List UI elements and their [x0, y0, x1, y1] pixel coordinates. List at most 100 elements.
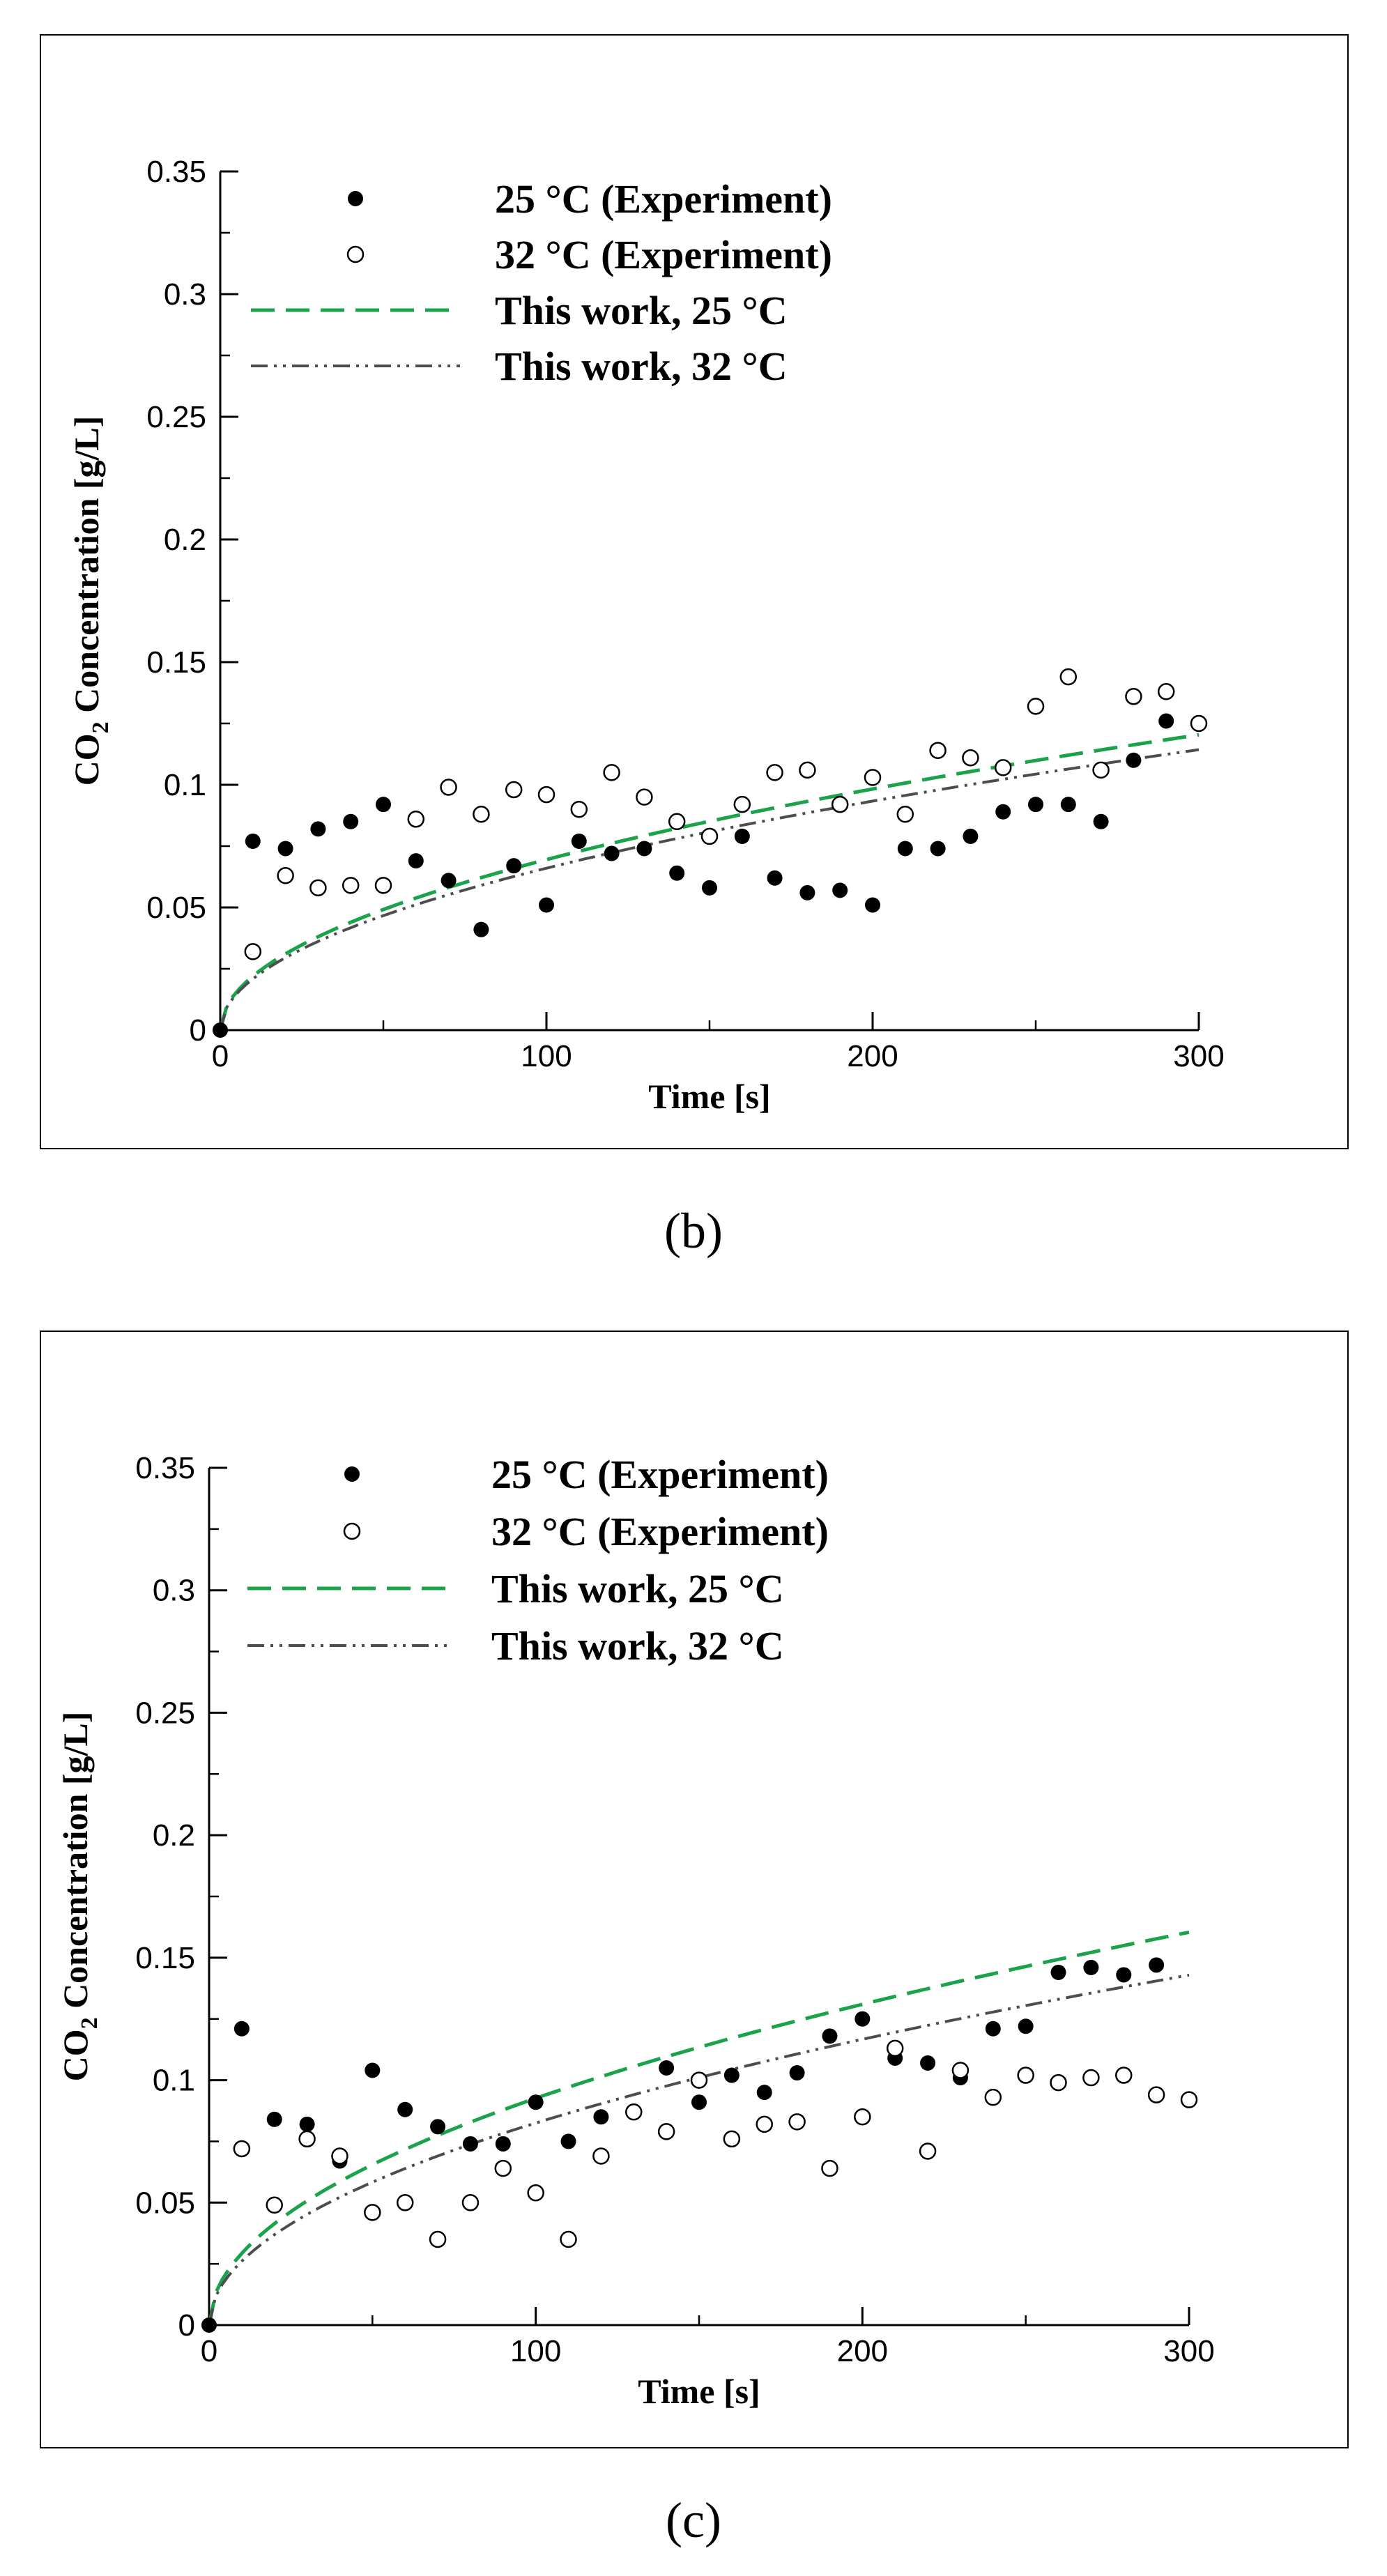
data-point-25c: [560, 2133, 576, 2149]
data-point-25c: [995, 804, 1011, 820]
data-point-32c: [309, 879, 327, 897]
data-point-25c: [985, 2021, 1001, 2037]
y-tick-label: 0.3: [164, 277, 206, 312]
data-point-32c: [636, 788, 653, 806]
data-point-25c: [539, 897, 554, 913]
data-point-32c: [1092, 761, 1110, 779]
legend-label: This work, 25 °C: [495, 288, 788, 333]
data-point-25c: [277, 841, 293, 857]
legend-label: 25 °C (Experiment): [495, 176, 832, 222]
data-point-25c: [1116, 1967, 1132, 1983]
data-point-32c: [919, 2142, 937, 2160]
data-point-25c: [1149, 1957, 1165, 1973]
panel-label: (b): [664, 1203, 723, 1259]
data-point-32c: [505, 781, 523, 799]
y-axis-title-sub: 2: [88, 721, 114, 733]
data-point-32c: [342, 877, 360, 894]
data-point-32c: [1027, 698, 1045, 715]
data-point-25c: [233, 2021, 250, 2037]
data-point-32c: [766, 764, 783, 781]
data-point-25c: [310, 821, 326, 837]
data-point-25c: [462, 2136, 478, 2152]
data-point-25c: [865, 897, 880, 913]
data-point-32c: [266, 2196, 283, 2214]
data-point-32c: [1190, 714, 1208, 733]
chart-panel-b: 0 0.05 0.1 0.15 0.2 0.25 0.3 0.35 0 100 200 300 Time…: [40, 34, 1349, 1259]
data-point-32c: [799, 761, 816, 779]
data-point-32c: [1180, 2091, 1198, 2108]
data-point-32c: [1115, 2067, 1133, 2084]
data-point-32c: [277, 866, 294, 884]
data-point-32c: [723, 2130, 741, 2148]
data-point-32c: [821, 2159, 838, 2177]
y-axis-title-sub: 2: [77, 2017, 102, 2029]
y-tick-label: 0.05: [146, 891, 206, 925]
data-point-32c: [854, 2108, 871, 2126]
data-point-25c: [495, 2136, 511, 2152]
x-tick-label: 300: [1163, 2334, 1214, 2368]
y-axis-title-rest: Concentration [g/L]: [56, 1712, 95, 2018]
data-point-25c: [376, 797, 391, 813]
x-axis-title: Time [s]: [648, 1077, 770, 1116]
data-point-25c: [397, 2101, 413, 2117]
data-point-25c: [702, 880, 717, 896]
data-point-25c: [593, 2109, 609, 2125]
data-point-32c: [788, 2113, 806, 2131]
data-point-32c: [461, 2194, 480, 2211]
data-point-32c: [244, 943, 262, 960]
y-axis-title-main: CO: [67, 733, 106, 785]
data-point-25c: [1018, 2018, 1034, 2034]
data-point-25c: [659, 2060, 675, 2076]
chart-b-svg: 0 0.05 0.1 0.15 0.2 0.25 0.3 0.35 0 100 200 300 Time…: [40, 34, 1349, 1259]
x-tick-label: 200: [847, 1039, 898, 1073]
data-point-32c: [1050, 2073, 1067, 2092]
legend-label: 25 °C (Experiment): [491, 1452, 829, 1497]
data-point-32c: [1059, 668, 1078, 686]
data-point-32c: [537, 785, 555, 804]
data-point-32c: [494, 2159, 512, 2177]
data-point-32c: [962, 749, 979, 767]
data-point-32c: [1157, 682, 1175, 700]
y-tick-label: 0.2: [164, 523, 206, 557]
data-point-25c: [1060, 797, 1076, 813]
data-point-25c: [822, 2028, 838, 2044]
y-axis-title-main: CO: [56, 2029, 95, 2081]
data-point-25c: [756, 2085, 772, 2101]
y-tick-label: 0.15: [135, 1941, 195, 1975]
data-point-32c: [1082, 2069, 1100, 2087]
data-point-32c: [984, 2088, 1002, 2106]
data-point-25c: [1083, 1959, 1099, 1975]
x-tick-label: 100: [510, 2334, 561, 2368]
y-tick-label: 0.3: [153, 1574, 195, 1608]
data-point-32c: [700, 827, 719, 845]
data-point-25c: [299, 2116, 315, 2132]
x-tick-label: 0: [212, 1039, 229, 1073]
data-point-32c: [831, 795, 849, 813]
data-point-25c: [734, 828, 750, 844]
data-point-25c: [365, 2062, 381, 2078]
data-point-32c: [1147, 2086, 1165, 2103]
data-point-32c: [570, 800, 588, 818]
data-point-32c: [527, 2184, 544, 2202]
y-tick-label: 0.2: [153, 1818, 195, 1853]
data-point-25c: [855, 2011, 871, 2027]
y-tick-label: 0: [178, 2308, 195, 2343]
data-point-25c: [1126, 752, 1142, 768]
legend-symbol-filled: [348, 191, 363, 206]
data-point-25c: [1050, 1964, 1066, 1980]
data-point-25c: [245, 833, 261, 849]
data-point-25c: [789, 2065, 805, 2081]
data-point-25c: [506, 858, 522, 874]
data-point-32c: [896, 805, 914, 823]
legend-label: 32 °C (Experiment): [491, 1509, 829, 1554]
y-tick-label: 0.35: [135, 1451, 195, 1485]
model-curve-32c: [208, 1973, 1190, 2326]
data-point-25c: [1158, 713, 1174, 729]
data-point-32c: [473, 805, 490, 823]
data-point-25c: [930, 841, 946, 857]
data-point-25c: [691, 2094, 707, 2110]
data-point-32c: [657, 2123, 675, 2140]
data-point-32c: [364, 2204, 381, 2221]
legend-label: This work, 32 °C: [491, 1623, 784, 1669]
data-point-25c: [636, 841, 652, 857]
